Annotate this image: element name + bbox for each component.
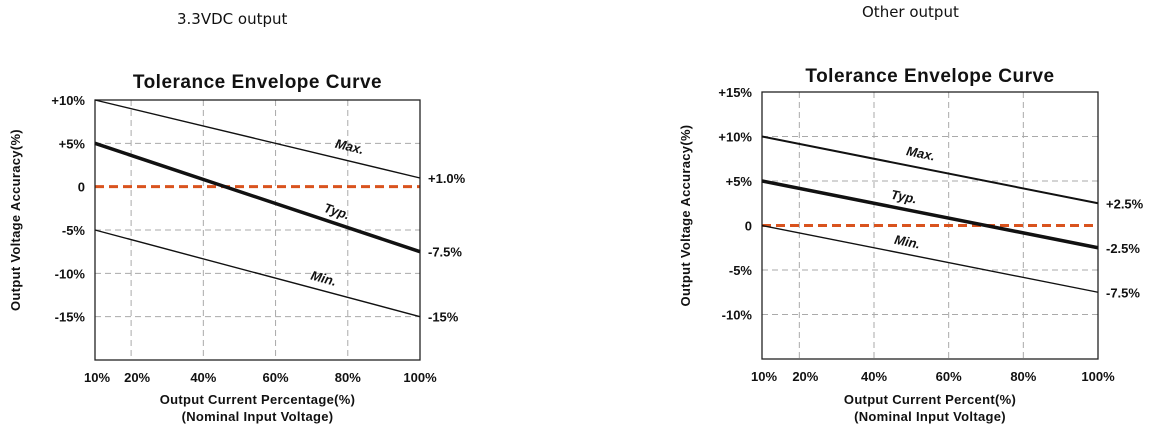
series-line-typ	[94, 141, 421, 254]
end-value-label-typ: -7.5%	[428, 245, 462, 260]
chart-title: Tolerance Envelope Curve	[805, 66, 1054, 87]
y-axis-label: Output Voltage Accuracy(%)	[8, 129, 23, 311]
y-tick-label: -15%	[55, 310, 86, 325]
series-line-max	[94, 99, 421, 179]
chart-title: Tolerance Envelope Curve	[133, 72, 382, 93]
x-tick-label: 10%	[84, 370, 110, 385]
x-tick-label: 80%	[1010, 369, 1036, 384]
x-tick-label: 20%	[792, 369, 818, 384]
series-line-typ	[761, 179, 1099, 250]
x-axis-label: Output Current Percent(%)	[844, 392, 1016, 407]
x-axis-label: Output Current Percentage(%)	[160, 392, 355, 407]
y-tick-label: +5%	[726, 174, 753, 189]
series-line-max	[761, 135, 1099, 205]
y-tick-label: +5%	[59, 136, 86, 151]
y-tick-label: -10%	[722, 308, 753, 323]
series-line-min	[94, 229, 421, 318]
x-axis-sublabel: (Nominal Input Voltage)	[854, 409, 1006, 424]
y-tick-label: +10%	[51, 93, 85, 108]
tolerance-chart-other: Tolerance Envelope Curve Max. +2.5% Typ. -2.…	[678, 66, 1144, 424]
x-tick-label: 10%	[751, 369, 777, 384]
series-line-min	[761, 224, 1099, 293]
series-label-min: Min.	[309, 268, 338, 289]
chart-caption: Other output	[862, 3, 959, 21]
chart-caption: 3.3VDC output	[177, 10, 288, 28]
y-tick-label: 0	[745, 219, 752, 234]
series-label-max: Max.	[905, 143, 936, 163]
end-value-label-min: -7.5%	[1106, 285, 1140, 300]
x-tick-label: 40%	[861, 369, 887, 384]
x-tick-label: 20%	[124, 370, 150, 385]
end-value-label-max: +1.0%	[428, 171, 466, 186]
y-tick-label: 0	[78, 180, 85, 195]
series-label-max: Max.	[334, 136, 366, 157]
tolerance-chart-3v3: Tolerance Envelope CurveMax.+1.0%Typ.-7.…	[8, 72, 466, 424]
x-tick-label: 60%	[936, 369, 962, 384]
x-tick-label: 100%	[1081, 369, 1115, 384]
x-axis-sublabel: (Nominal Input Voltage)	[182, 409, 334, 424]
series-label-typ: Typ.	[890, 187, 919, 207]
series-label-min: Min.	[893, 232, 921, 252]
y-axis-label: Output Voltage Accuracy(%)	[678, 125, 693, 307]
end-value-label-typ: -2.5%	[1106, 241, 1140, 256]
y-tick-label: -5%	[62, 223, 86, 238]
y-tick-label: -10%	[55, 266, 86, 281]
end-value-label-max: +2.5%	[1106, 196, 1144, 211]
chart-panel-left: 3.3VDC output Tolerance Envelope Curve Ma…	[0, 0, 560, 434]
x-tick-label: 80%	[335, 370, 361, 385]
x-tick-label: 40%	[190, 370, 216, 385]
y-tick-label: +15%	[718, 85, 752, 100]
y-tick-label: +10%	[718, 130, 752, 145]
x-tick-label: 100%	[403, 370, 437, 385]
chart-panel-right: Other output Tolerance Envelope Curve Max…	[600, 0, 1163, 434]
end-value-label-min: -15%	[428, 310, 459, 325]
x-tick-label: 60%	[263, 370, 289, 385]
y-tick-label: -5%	[729, 263, 753, 278]
